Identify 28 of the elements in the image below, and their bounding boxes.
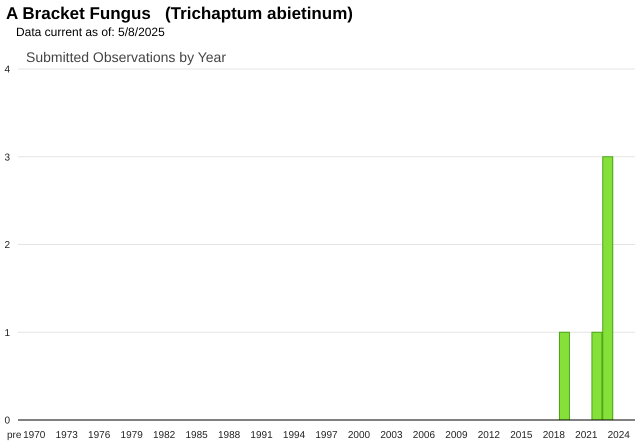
y-tick-label: 3 xyxy=(4,152,10,164)
x-tick-label: 1970 xyxy=(23,430,46,441)
x-tick-label: 1985 xyxy=(185,430,208,441)
x-tick-label: 1976 xyxy=(88,430,111,441)
y-tick-label: 2 xyxy=(4,240,10,252)
x-tick-label: 2021 xyxy=(575,430,598,441)
x-tick-label: 1994 xyxy=(282,430,306,441)
x-tick-label: 2009 xyxy=(445,430,468,441)
x-tick-label: 1979 xyxy=(120,430,144,441)
x-tick-label: 2000 xyxy=(348,430,371,441)
x-tick-label: 2018 xyxy=(542,430,566,441)
y-tick-label: 1 xyxy=(4,328,10,339)
chart-subtitle: Data current as of: 5/8/2025 xyxy=(16,25,165,39)
x-tick-label: 2003 xyxy=(380,430,404,441)
x-tick-label: pre xyxy=(6,430,22,441)
x-tick-label: 1997 xyxy=(315,430,338,441)
x-tick-label: 2012 xyxy=(478,430,500,441)
x-tick-label: 1991 xyxy=(250,430,274,441)
text: Submitted Observations by Year xyxy=(26,49,226,65)
x-tick-label: 2015 xyxy=(510,430,533,441)
x-tick-label: 1973 xyxy=(56,430,78,441)
y-tick-label: 4 xyxy=(4,64,10,76)
chart-title: A Bracket Fungus (Trichaptum abietinum) xyxy=(6,4,353,24)
y-tick-label: 0 xyxy=(4,416,10,427)
x-tick-label: 1988 xyxy=(218,430,241,441)
x-tick-label: 1982 xyxy=(153,430,176,441)
x-tick-label: 2006 xyxy=(412,430,436,441)
x-tick-label: 2024 xyxy=(608,430,630,441)
